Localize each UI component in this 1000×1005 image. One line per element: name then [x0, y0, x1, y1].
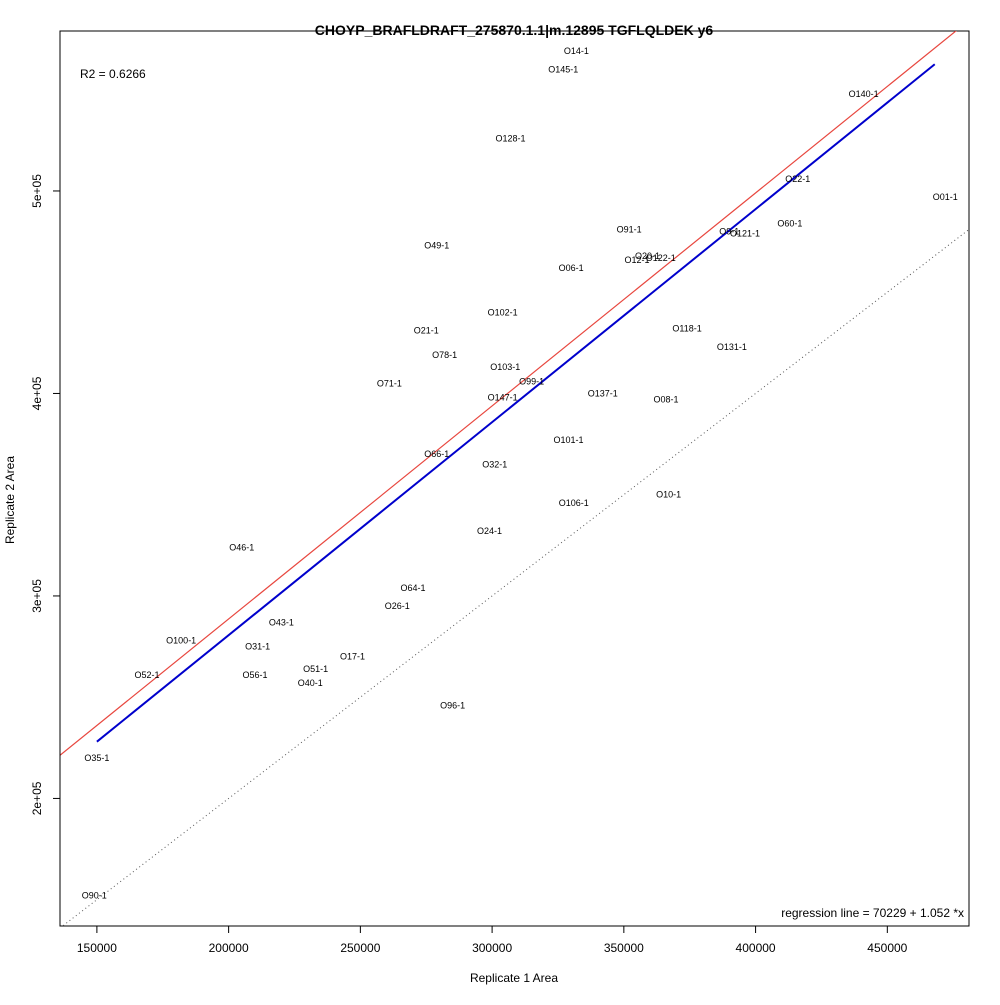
- x-tick-label: 250000: [340, 941, 380, 955]
- data-point-label: O20-1: [635, 251, 660, 261]
- data-point-label: O145-1: [548, 64, 578, 74]
- data-point-label: O118-1: [672, 324, 701, 334]
- data-point-label: O32-1: [482, 459, 507, 469]
- data-point-label: O22-1: [785, 174, 810, 184]
- x-axis: 150000 200000 250000 300000 350000 400000 4500…: [77, 925, 908, 955]
- data-point-label: O91-1: [617, 224, 642, 234]
- data-point-label: O71-1: [377, 378, 402, 388]
- data-point-label: O128-1: [496, 133, 526, 143]
- data-point-label: O08-1: [653, 395, 678, 405]
- data-point-label: O40-1: [298, 678, 323, 688]
- data-point-label: O122-1: [646, 253, 676, 263]
- y-tick-label: 2e+05: [30, 781, 44, 815]
- x-axis-label: Replicate 1 Area: [470, 971, 558, 985]
- regression-equation-annotation: regression line = 70229 + 1.052 *x: [781, 906, 964, 920]
- data-point-label: O52-1: [134, 670, 159, 680]
- data-point-label: O14-1: [564, 46, 589, 56]
- y-tick-label: 3e+05: [30, 579, 44, 613]
- data-point-label: O66-1: [424, 449, 449, 459]
- data-point-label: O51-1: [303, 664, 328, 674]
- data-point-label: O121-1: [730, 228, 760, 238]
- y-axis: 2e+05 3e+05 4e+05 5e+05: [30, 174, 61, 815]
- data-point-label: O43-1: [269, 617, 294, 627]
- x-tick-label: 450000: [867, 941, 907, 955]
- lines-layer: [60, 31, 969, 926]
- y-axis-label: Replicate 2 Area: [3, 456, 17, 544]
- data-point-label: O103-1: [490, 362, 520, 372]
- data-point-label: O60-1: [777, 218, 802, 228]
- data-point-label: O10-1: [656, 490, 681, 500]
- data-point-label: O26-1: [385, 601, 410, 611]
- data-point-label: O140-1: [849, 89, 879, 99]
- data-point-label: O102-1: [488, 307, 518, 317]
- y-tick-label: 4e+05: [30, 376, 44, 410]
- data-point-label: O31-1: [245, 642, 270, 652]
- data-point-label: O96-1: [440, 700, 465, 710]
- data-point-label: O56-1: [242, 670, 267, 680]
- y-tick-label: 5e+05: [30, 174, 44, 208]
- data-point-label: O46-1: [229, 542, 254, 552]
- x-tick-label: 400000: [736, 941, 776, 955]
- x-tick-label: 150000: [77, 941, 117, 955]
- data-point-label: O12-1: [625, 255, 650, 265]
- x-tick-label: 300000: [472, 941, 512, 955]
- data-point-label: O35-1: [84, 753, 109, 763]
- x-tick-label: 350000: [604, 941, 644, 955]
- data-point-label: O137-1: [588, 388, 618, 398]
- reference-line: [60, 31, 957, 756]
- data-point-label: O24-1: [477, 526, 502, 536]
- data-point-label: O101-1: [553, 435, 583, 445]
- data-point-label: O17-1: [340, 652, 365, 662]
- r2-annotation: R2 = 0.6266: [80, 67, 146, 81]
- data-point-label: O9-1: [719, 226, 739, 236]
- data-point-label: O01-1: [933, 192, 958, 202]
- data-point-label: O78-1: [432, 350, 457, 360]
- x-tick-label: 200000: [209, 941, 249, 955]
- data-point-label: O100-1: [166, 635, 196, 645]
- data-point-label: O06-1: [559, 263, 584, 273]
- data-point-label: O49-1: [424, 241, 449, 251]
- identity-line: [61, 229, 969, 926]
- data-point-label: O21-1: [414, 326, 439, 336]
- plot-frame: [59, 30, 970, 927]
- chart-title: CHOYP_BRAFLDRAFT_275870.1.1|m.12895 TGFL…: [315, 22, 714, 38]
- data-point-label: O99-1: [519, 376, 544, 386]
- data-point-label: O90-1: [82, 891, 107, 901]
- data-point-label: O147-1: [488, 393, 518, 403]
- data-point-label: O64-1: [401, 583, 426, 593]
- data-point-label: O106-1: [559, 498, 589, 508]
- data-point-label: O131-1: [717, 342, 747, 352]
- regression-line: [96, 63, 936, 743]
- points-layer: O14-1 O145-1 O140-1 O128-1 O22-1 O01-1 O60-1 O9…: [82, 46, 958, 900]
